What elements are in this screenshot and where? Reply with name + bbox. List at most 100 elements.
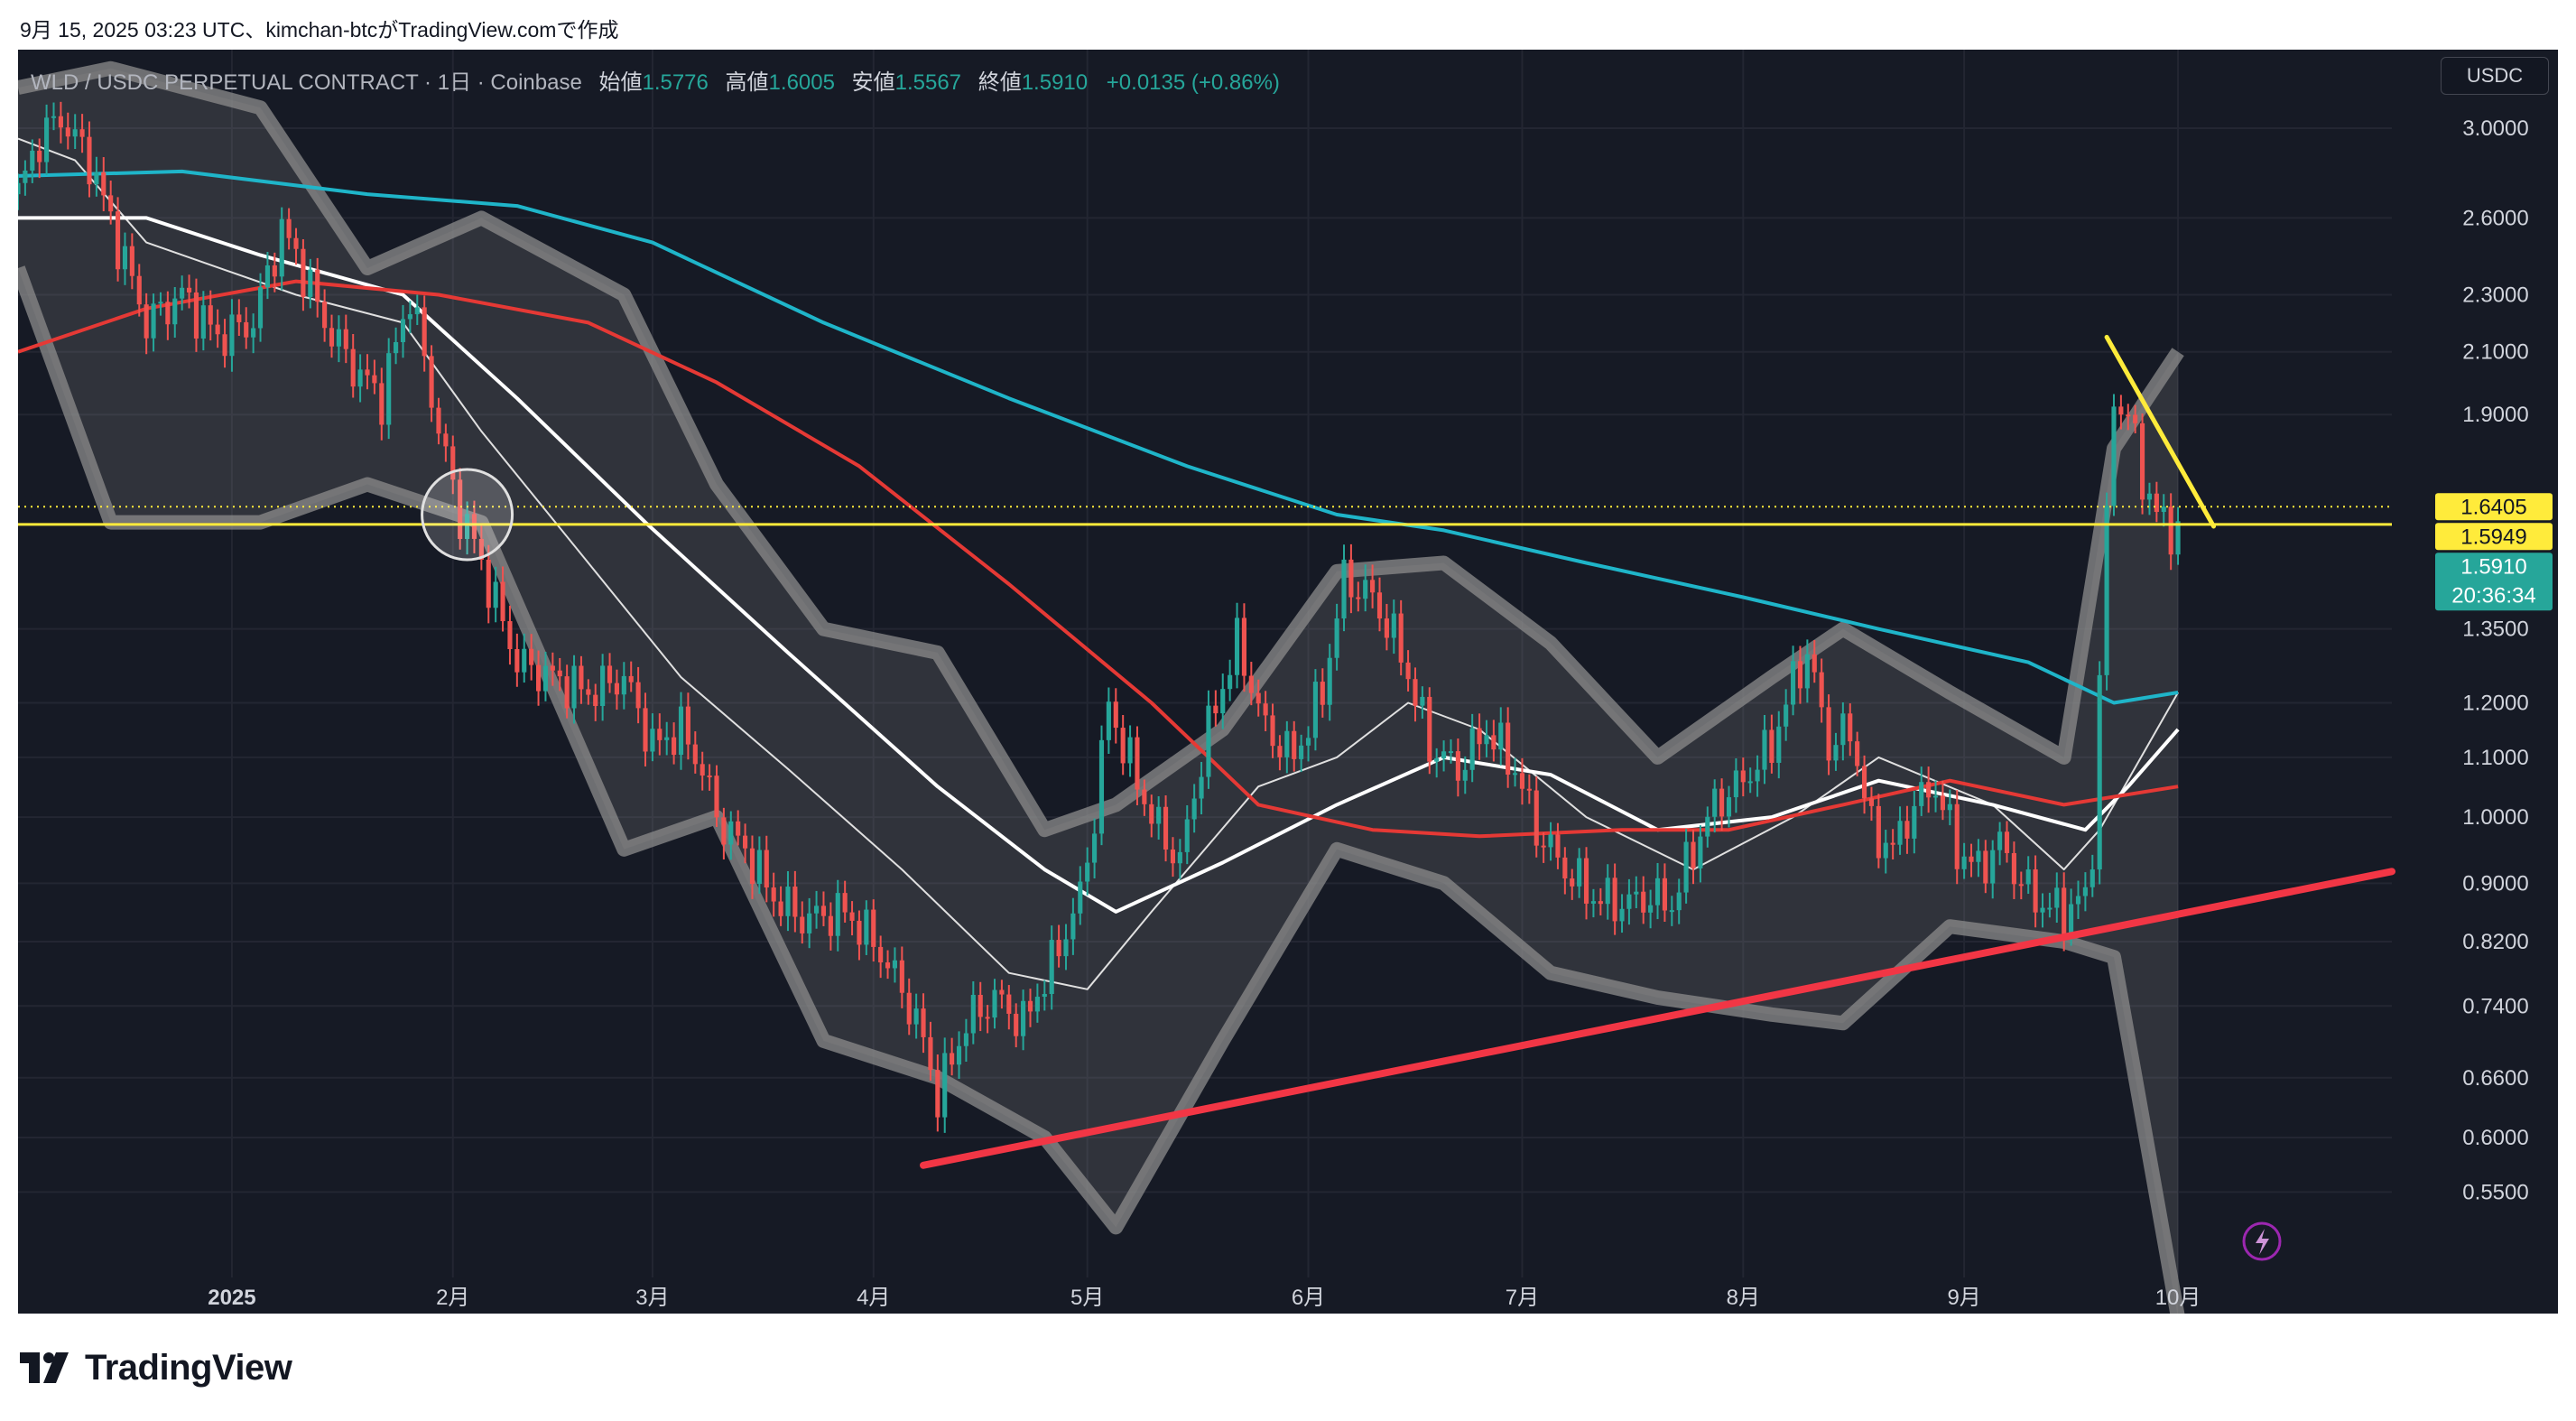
candle-body (1983, 850, 1988, 884)
candle-body (942, 1053, 948, 1118)
candle-body (1498, 722, 1504, 750)
candle (678, 692, 684, 770)
candle-body (2062, 887, 2067, 936)
candle (1605, 864, 1610, 920)
y-axis-tick-label: 0.8200 (2462, 930, 2528, 954)
candle-body (2018, 884, 2024, 887)
candle (2025, 856, 2031, 895)
candle-body (222, 334, 227, 357)
candle-body (2104, 506, 2109, 675)
candle-body (1654, 878, 1661, 906)
candle (1712, 779, 1718, 833)
candle (357, 354, 363, 403)
candle-body (136, 275, 142, 305)
symbol-title[interactable]: WLD / USDC PERPETUAL CONTRACT · 1日 · Coi… (31, 70, 582, 95)
candle (1755, 755, 1760, 797)
candle (1063, 924, 1069, 971)
candle-body (1199, 776, 1204, 799)
candle-body (1405, 662, 1411, 680)
high-label: 高値 (725, 70, 769, 95)
candle (1320, 668, 1325, 718)
candle-body (1897, 821, 1903, 845)
candle-body (1049, 940, 1054, 995)
candle-body (978, 995, 983, 1017)
candle-body (807, 913, 812, 933)
candle-body (1719, 788, 1725, 817)
candle-body (1413, 679, 1418, 706)
candle-body (885, 962, 891, 969)
x-axis-tick-label: 4月 (857, 1286, 890, 1310)
candle (857, 910, 862, 961)
candle (892, 947, 898, 983)
candle (493, 566, 498, 623)
candle (1462, 756, 1468, 794)
candle (1427, 687, 1432, 775)
candle (1085, 847, 1090, 896)
candle-body (2140, 423, 2145, 500)
candle (928, 1021, 933, 1081)
x-axis-tick-label: 7月 (1506, 1286, 1539, 1310)
chart-panel[interactable]: 3.0000 2.6000 2.3000 2.1000 1.9000 1.3500 1.20… (18, 50, 2558, 1314)
candle (1206, 690, 1211, 789)
price-chart[interactable]: 3.0000 2.6000 2.3000 2.1000 1.9000 1.3500 1.20… (18, 50, 2558, 1314)
candle-body (1320, 682, 1325, 705)
candle-body (1312, 682, 1318, 738)
envelope-band-fill (18, 68, 2179, 1314)
candle-body (1876, 805, 1881, 859)
candle (272, 252, 277, 293)
candle-body (2168, 506, 2173, 555)
y-axis-tick-label: 1.2000 (2462, 691, 2528, 715)
candle (828, 902, 833, 951)
moving-average-ma-white (18, 216, 2180, 914)
candle-body (1120, 728, 1126, 764)
candle (950, 1037, 955, 1076)
candle-body (1961, 856, 1967, 869)
candle (1191, 784, 1197, 833)
candle (1733, 757, 1738, 813)
candle-body (422, 307, 427, 357)
candle-body (400, 319, 406, 342)
candle-body (465, 514, 470, 539)
candle-body (756, 850, 762, 885)
y-axis-tick-label: 0.5500 (2462, 1180, 2528, 1204)
candle (664, 721, 670, 756)
candle (1056, 924, 1061, 968)
candle (1334, 603, 1339, 671)
candle (1014, 1003, 1019, 1048)
candle (1691, 830, 1696, 885)
candle-body (1234, 618, 1240, 675)
candle-body (493, 581, 498, 608)
currency-selector-button[interactable]: USDC (2441, 57, 2549, 95)
candle (1719, 778, 1725, 831)
candle (165, 291, 171, 340)
candle (1683, 829, 1689, 904)
candle (600, 654, 606, 721)
candle (743, 823, 748, 864)
candle (1976, 839, 1981, 878)
candle (1376, 577, 1383, 632)
candle-body (1127, 737, 1133, 764)
candle-body (244, 321, 249, 338)
low-value: 1.5567 (894, 70, 962, 95)
candle (1548, 822, 1553, 861)
candle (1947, 789, 1952, 826)
candle (450, 435, 456, 495)
candle (557, 657, 562, 692)
candle-body (1940, 795, 1945, 811)
candle-body (79, 129, 85, 137)
candle (1961, 842, 1967, 879)
tradingview-brand[interactable]: TradingView (20, 1345, 292, 1390)
candle (264, 252, 270, 300)
candle-body (1135, 737, 1140, 790)
candle (244, 307, 249, 349)
candle-body (193, 292, 199, 339)
candle-body (1484, 735, 1489, 745)
candle (2168, 493, 2173, 571)
candle (906, 978, 912, 1036)
candle (1299, 734, 1304, 773)
candle (628, 661, 634, 692)
candle-body (458, 479, 463, 539)
candle-body (1868, 798, 1875, 806)
candle-body (1228, 674, 1233, 690)
lightning-icon[interactable] (2242, 1221, 2282, 1261)
